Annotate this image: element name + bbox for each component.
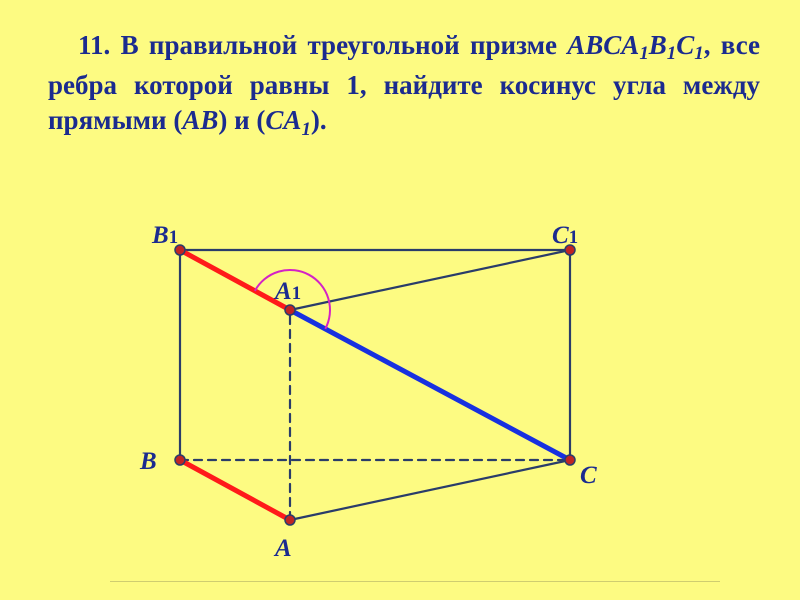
- word: которой: [134, 70, 233, 100]
- problem-text: 11. В правильной треугольной призме ABCA…: [48, 28, 760, 143]
- vertex-label-C1: C1: [552, 222, 578, 250]
- prism-diagram: A B C A1 B1 C1: [130, 200, 650, 580]
- word: треугольной: [307, 30, 459, 60]
- punct: ).: [311, 105, 327, 135]
- prism-label: ABCA: [567, 30, 639, 60]
- sub: 1: [667, 43, 676, 64]
- prism-label: B: [649, 30, 667, 60]
- prism-label: C: [676, 30, 694, 60]
- sub: 1: [301, 119, 310, 140]
- sub: 1: [694, 43, 703, 64]
- diagram-svg: [130, 200, 650, 580]
- word: В: [121, 30, 139, 60]
- punct: ,: [704, 30, 711, 60]
- segment-label: AB: [182, 105, 218, 135]
- word: правильной: [149, 30, 297, 60]
- footer-divider: [110, 581, 720, 582]
- word: призме: [470, 30, 557, 60]
- vertex-label-A: A: [275, 535, 292, 563]
- word: 1,: [346, 70, 366, 100]
- sub: 1: [639, 43, 648, 64]
- word: все: [721, 30, 760, 60]
- vertex-label-B: B: [140, 448, 157, 476]
- vertex-label-C: C: [580, 462, 597, 490]
- word: равны: [250, 70, 330, 100]
- vertex-label-B1: B1: [152, 222, 178, 250]
- segment-label: CA: [265, 105, 301, 135]
- slide: 11. В правильной треугольной призме ABCA…: [0, 0, 800, 600]
- problem-number: 11.: [78, 30, 110, 60]
- phrase: ) и (: [218, 105, 265, 135]
- word: ребра: [48, 70, 117, 100]
- vertex-label-A1: A1: [275, 278, 301, 306]
